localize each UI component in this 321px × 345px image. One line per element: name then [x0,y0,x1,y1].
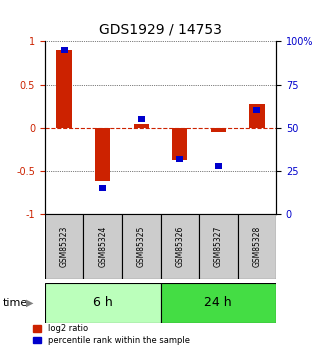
Bar [45,283,160,323]
Bar [160,214,199,279]
Bar [160,283,276,323]
Legend: log2 ratio, percentile rank within the sample: log2 ratio, percentile rank within the s… [33,324,190,345]
Bar [83,214,122,279]
Bar [134,124,149,128]
Bar [122,214,160,279]
Text: GSM85328: GSM85328 [252,226,261,267]
Bar [99,185,106,191]
Bar [176,156,183,162]
Text: GSM85326: GSM85326 [175,226,184,267]
Text: 6 h: 6 h [93,296,113,309]
Bar [172,128,187,160]
Text: GSM85323: GSM85323 [60,226,69,267]
Bar [61,47,68,53]
Text: GSM85325: GSM85325 [137,226,146,267]
Bar [138,116,145,122]
Bar [238,214,276,279]
Text: ▶: ▶ [26,298,34,308]
Bar [199,214,238,279]
Bar [215,162,222,169]
Bar [56,50,72,128]
Bar [45,214,83,279]
Bar [249,104,265,128]
Text: time: time [3,298,29,308]
Text: GSM85327: GSM85327 [214,226,223,267]
Bar [253,107,260,114]
Text: GDS1929 / 14753: GDS1929 / 14753 [99,22,222,37]
Bar [211,128,226,132]
Bar [95,128,110,181]
Text: GSM85324: GSM85324 [98,226,107,267]
Text: 24 h: 24 h [204,296,232,309]
